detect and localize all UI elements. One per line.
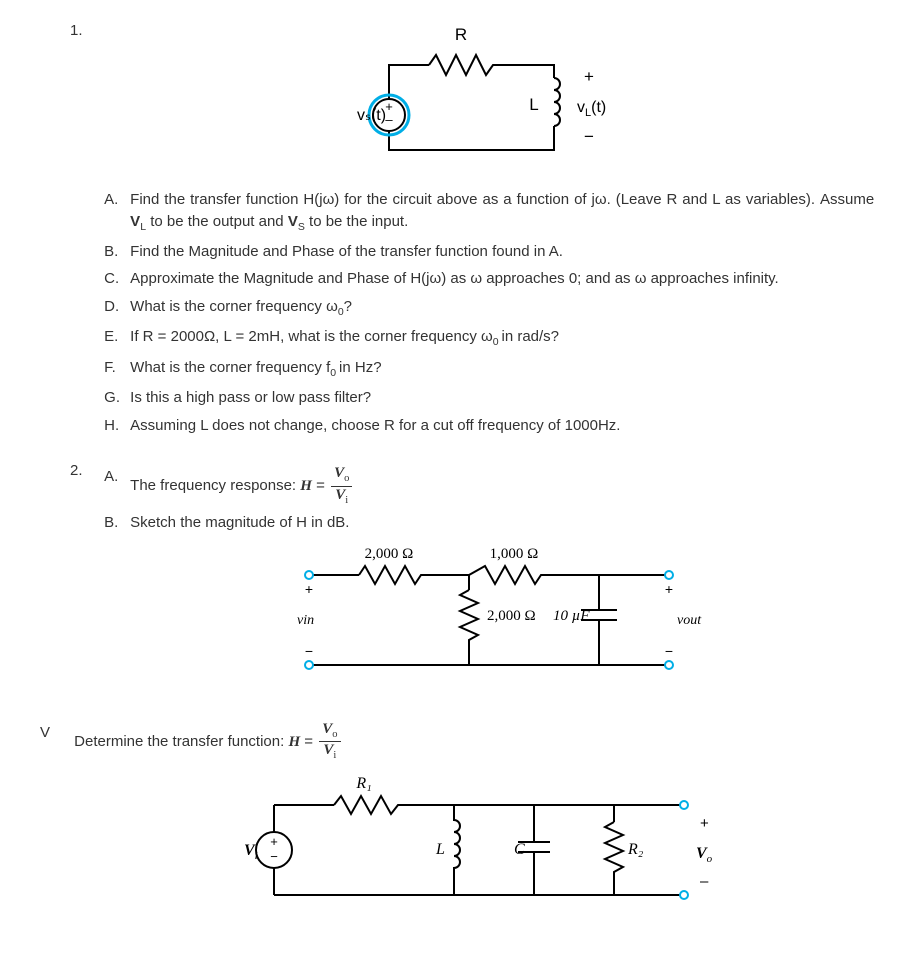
R3-label: 2,000 Ω xyxy=(487,608,536,624)
part-G: G.Is this a high pass or low pass filter… xyxy=(104,387,874,409)
circuit-1: + – vₛ(t) R L + vL(t) − xyxy=(104,20,874,177)
R1-label: 2,000 Ω xyxy=(365,546,414,562)
src-plus: + xyxy=(270,834,278,849)
part-B: B.Sketch the magnitude of H in dB. xyxy=(104,512,874,534)
problem-1-parts: A. Find the transfer function H(jω) for … xyxy=(104,189,874,437)
problem-3-lead: Determine the transfer function: xyxy=(74,733,288,750)
L-label: L xyxy=(529,95,538,114)
src-minus: − xyxy=(270,849,278,864)
R1-label: R₁ xyxy=(356,775,372,792)
R2-label: 1,000 Ω xyxy=(490,546,539,562)
vin-label: vin xyxy=(297,613,314,628)
part-A: A. Find the transfer function H(jω) for … xyxy=(104,189,874,235)
C-label: 10 µF xyxy=(553,608,590,624)
part-H: H.Assuming L does not change, choose R f… xyxy=(104,415,874,437)
fraction: Vo Vi xyxy=(319,722,340,762)
src-minus: – xyxy=(386,112,394,127)
src-label: vₛ(t) xyxy=(357,107,386,124)
Vo-label: Vo xyxy=(696,845,713,865)
vin-plus: + xyxy=(305,581,313,597)
circuit-3: + − Vi + Vo – R₁ L C R₂ xyxy=(74,770,874,927)
vout-label: vout xyxy=(677,613,702,628)
part-F: F.What is the corner frequency f0 in Hz? xyxy=(104,357,874,381)
problem-2-parts: A. The frequency response: H = Vo Vi B.S… xyxy=(104,466,874,534)
vo-plus: + xyxy=(700,815,709,832)
vo-minus: – xyxy=(700,873,709,890)
part-B: B.Find the Magnitude and Phase of the tr… xyxy=(104,241,874,263)
R2-label: R₂ xyxy=(627,841,644,858)
problem-1: 1. + – xyxy=(40,20,881,442)
part-C: C.Approximate the Magnitude and Phase of… xyxy=(104,268,874,290)
out-plus: + xyxy=(584,67,594,86)
L-label: L xyxy=(435,841,445,858)
problem-2: 2. A. The frequency response: H = Vo Vi … xyxy=(40,460,881,704)
out-minus: − xyxy=(584,127,594,146)
vl-label: vL(t) xyxy=(577,99,606,119)
problem-3: V Determine the transfer function: H = V… xyxy=(40,722,881,939)
part-A: A. The frequency response: H = Vo Vi xyxy=(104,466,874,506)
part-E: E.If R = 2000Ω, L = 2mH, what is the cor… xyxy=(104,326,874,350)
R-label: R xyxy=(455,25,467,44)
vout-plus: + xyxy=(665,581,673,597)
problem-number: 2. xyxy=(70,460,100,482)
C-label: C xyxy=(514,841,525,858)
problem-number: 1. xyxy=(70,20,100,42)
part-D: D.What is the corner frequency ω0? xyxy=(104,296,874,320)
problem-number: V xyxy=(40,722,70,744)
vout-minus: − xyxy=(665,643,673,659)
vin-minus: − xyxy=(305,643,313,659)
fraction: Vo Vi xyxy=(331,466,352,506)
circuit-2: 2,000 Ω 1,000 Ω 2,000 Ω 10 µF + vin − + … xyxy=(104,540,874,692)
